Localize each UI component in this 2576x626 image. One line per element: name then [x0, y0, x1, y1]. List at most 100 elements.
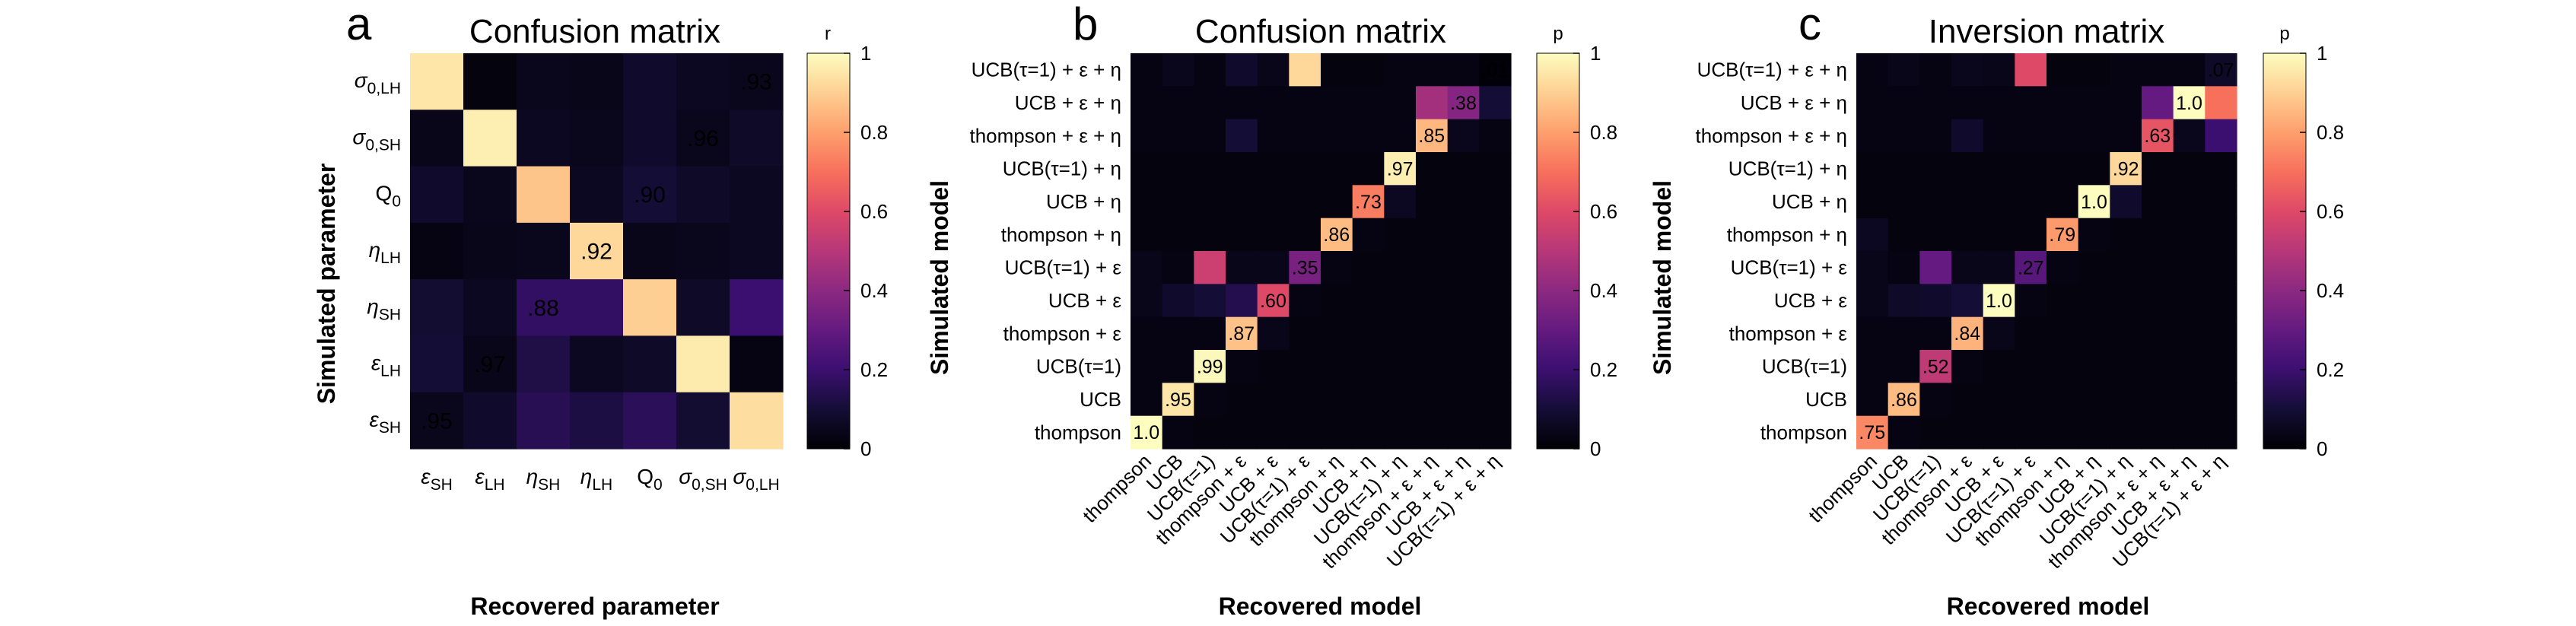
panel-title-a: Confusion matrix: [469, 13, 720, 50]
heatmap-cell: [1447, 383, 1480, 417]
heatmap-cell: [1416, 316, 1449, 351]
heatmap-cell: [1352, 86, 1385, 120]
heatmap-cell: [1289, 185, 1321, 219]
y-tick-label: εSH: [370, 408, 402, 437]
heatmap-cell: [1226, 316, 1258, 351]
heatmap-cell: [1479, 415, 1512, 450]
colorbar-tick-label: 0: [2317, 437, 2327, 460]
heatmap-cell: [1289, 415, 1321, 450]
colorbar-tick-label: 0.4: [860, 279, 888, 302]
heatmap-cell: [1951, 218, 1984, 252]
panel-letter-a: a: [346, 0, 372, 49]
heatmap-cell: [1384, 218, 1417, 252]
heatmap-cell: [2173, 350, 2206, 383]
heatmap-cell: [2205, 284, 2237, 318]
heatmap-cell: [2078, 86, 2110, 120]
heatmap-cell: [623, 392, 677, 450]
heatmap-cell: [1983, 185, 2015, 219]
y-tick-label: thompson + η: [1001, 223, 1121, 246]
colorbar-label-c: p: [2279, 24, 2289, 44]
colorbar-tick-label: 0.8: [1590, 121, 1617, 144]
heatmap-cell: [1352, 284, 1385, 318]
heatmap-cell: [2046, 415, 2079, 450]
heatmap-cell: [1887, 53, 1920, 87]
heatmap-cell: [1131, 383, 1163, 417]
heatmap-cell: [1131, 119, 1163, 153]
cell-value-label: .93: [740, 70, 772, 95]
heatmap-cell: [1226, 185, 1258, 219]
ylabel-a: Simulated parameter: [313, 164, 340, 405]
x-tick-label: thompson: [1078, 450, 1156, 527]
heatmap-cell: [1131, 86, 1163, 120]
heatmap-cell: [1131, 53, 1163, 87]
heatmap-cell: [1131, 415, 1163, 450]
heatmap-cell: [1416, 152, 1449, 186]
heatmap-cell: [2173, 251, 2206, 284]
x-tick-label: εSH: [421, 465, 453, 494]
heatmap-cell: [1919, 316, 1952, 351]
x-tick-label: εLH: [475, 465, 504, 494]
colorbar-tick-label: 0: [860, 437, 871, 460]
heatmap-cell: [1919, 119, 1952, 153]
panel-title-b: Confusion matrix: [1195, 13, 1446, 50]
cell-value-label: .90: [634, 183, 666, 208]
cell-value-label: .73: [1355, 192, 1382, 213]
heatmap-cell: [2078, 218, 2110, 252]
heatmap-cell: [1447, 86, 1480, 120]
heatmap-cell: [1887, 218, 1920, 252]
heatmap-cell: [570, 110, 624, 167]
heatmap-cell: [1257, 284, 1290, 318]
heatmap-cell: [2015, 218, 2047, 252]
y-tick-label: UCB + ε: [1774, 289, 1848, 312]
heatmap-cell: [730, 166, 784, 224]
heatmap-cell: [2046, 383, 2079, 417]
heatmap-cell: [1951, 185, 1984, 219]
cell-value-label: .95: [421, 408, 453, 434]
heatmap-cell: [1919, 86, 1952, 120]
heatmap-cell: [1257, 350, 1290, 383]
heatmap-cell: [1257, 152, 1290, 186]
y-tick-label: thompson + ε: [1729, 322, 1848, 345]
heatmap-cell: [1257, 383, 1290, 417]
y-tick-label: UCB(τ=1) + η: [1728, 157, 1847, 180]
cell-value-label: .95: [1165, 389, 1191, 411]
y-tick-label: UCB + ε: [1048, 289, 1122, 312]
heatmap-cell: [2046, 185, 2079, 219]
heatmap-cell: [1416, 383, 1449, 417]
heatmap-cell: [1887, 415, 1920, 450]
heatmap-cell: [2046, 284, 2079, 318]
heatmap-cell: [1321, 152, 1353, 186]
heatmap-cell: [1257, 415, 1290, 450]
colorbar-tick-label: 0.6: [1590, 200, 1617, 223]
y-tick-label: UCB: [1805, 388, 1847, 411]
heatmap-cell: [1162, 284, 1194, 318]
heatmap-cell: [2205, 152, 2237, 186]
xlabel-c: Recovered model: [1947, 593, 2150, 620]
heatmap-cell: [1856, 53, 1889, 87]
colorbar-tick-label: 0.2: [1590, 358, 1617, 381]
heatmap-cell: [2015, 53, 2047, 87]
heatmap-cell: [410, 222, 464, 280]
heatmap-cell: [2205, 251, 2237, 284]
heatmap-cell: [2142, 383, 2174, 417]
heatmap-cell: [1131, 152, 1163, 186]
cell-value-label: .92: [580, 240, 612, 265]
heatmap-cell: [1416, 251, 1449, 284]
heatmap-cell: [1479, 86, 1512, 120]
y-tick-label: thompson: [1035, 421, 1121, 443]
heatmap-cell: [1194, 119, 1226, 153]
heatmap-cell: [1321, 185, 1353, 219]
heatmap-cell: [2173, 86, 2206, 120]
cell-value-label: .96: [687, 126, 719, 151]
heatmap-cell: [2110, 284, 2142, 318]
heatmap-cell: [1321, 350, 1353, 383]
heatmap-cell: [1289, 53, 1321, 87]
heatmap-cell: [623, 335, 677, 393]
cell-value-label: .63: [2144, 126, 2171, 147]
heatmap-cell: [1226, 251, 1258, 284]
heatmap-cell: [1887, 251, 1920, 284]
y-tick-label: UCB(τ=1) + ε: [1005, 256, 1122, 279]
heatmap-cell: [570, 335, 624, 393]
heatmap-cell: [1289, 152, 1321, 186]
